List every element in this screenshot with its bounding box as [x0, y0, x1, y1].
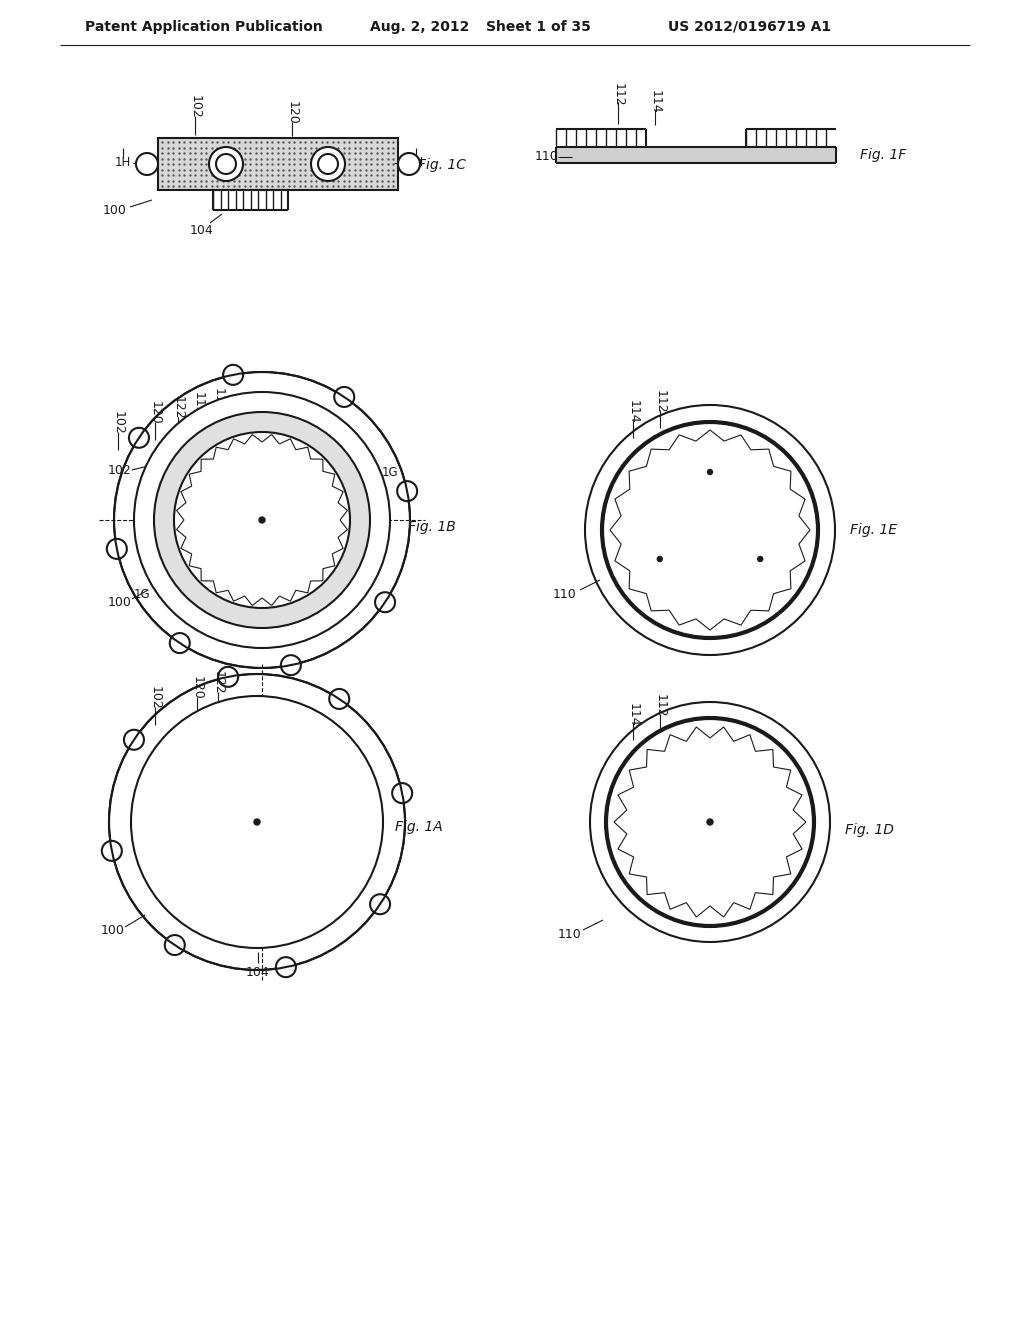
Text: 102: 102: [109, 463, 132, 477]
Text: Fig. 1E: Fig. 1E: [850, 523, 897, 537]
Circle shape: [254, 818, 260, 825]
Circle shape: [209, 147, 243, 181]
Polygon shape: [219, 784, 295, 861]
Bar: [556, 147, 836, 162]
Circle shape: [281, 655, 301, 675]
Text: 110: 110: [535, 150, 559, 164]
Bar: [158, 139, 398, 190]
Circle shape: [318, 154, 338, 174]
Circle shape: [370, 894, 390, 915]
Circle shape: [114, 372, 410, 668]
Circle shape: [375, 593, 395, 612]
Polygon shape: [681, 444, 739, 502]
Circle shape: [106, 539, 127, 558]
Text: 104: 104: [190, 223, 214, 236]
Circle shape: [218, 667, 239, 686]
Text: 1H: 1H: [115, 157, 131, 169]
Text: 114: 114: [627, 400, 640, 424]
Text: 112: 112: [611, 83, 625, 107]
Text: 1G: 1G: [382, 466, 398, 479]
Polygon shape: [630, 531, 689, 589]
Circle shape: [174, 432, 350, 609]
Text: 112: 112: [191, 392, 205, 416]
Circle shape: [392, 783, 412, 803]
Circle shape: [109, 675, 406, 970]
Circle shape: [707, 818, 713, 825]
Circle shape: [606, 718, 814, 927]
Polygon shape: [610, 430, 810, 630]
Text: Fig. 1D: Fig. 1D: [845, 822, 894, 837]
Text: 1G: 1G: [133, 587, 150, 601]
Polygon shape: [631, 743, 790, 902]
Circle shape: [585, 405, 835, 655]
Text: Patent Application Publication: Patent Application Publication: [85, 20, 323, 34]
Circle shape: [708, 470, 713, 474]
Circle shape: [590, 702, 830, 942]
Text: 122: 122: [212, 671, 224, 694]
Text: 120: 120: [148, 401, 162, 425]
Text: Fig. 1F: Fig. 1F: [860, 148, 906, 162]
Text: 120: 120: [286, 102, 299, 125]
Text: 102: 102: [148, 686, 162, 710]
Circle shape: [259, 517, 265, 523]
Circle shape: [758, 557, 763, 561]
Circle shape: [602, 422, 818, 638]
Text: 114: 114: [212, 388, 224, 412]
Text: Aug. 2, 2012: Aug. 2, 2012: [370, 20, 469, 34]
Circle shape: [154, 412, 370, 628]
Text: 110: 110: [553, 589, 577, 602]
Circle shape: [311, 147, 345, 181]
Text: 100: 100: [101, 924, 125, 936]
Circle shape: [216, 154, 236, 174]
Circle shape: [134, 392, 390, 648]
Circle shape: [657, 557, 663, 561]
Text: 104: 104: [246, 965, 270, 978]
Text: 114: 114: [648, 90, 662, 114]
Text: US 2012/0196719 A1: US 2012/0196719 A1: [668, 20, 831, 34]
Text: 102: 102: [112, 411, 125, 434]
Text: 100: 100: [103, 203, 127, 216]
Circle shape: [170, 634, 189, 653]
Text: 102: 102: [188, 95, 202, 119]
Text: Fig. 1C: Fig. 1C: [418, 158, 466, 172]
Circle shape: [398, 153, 420, 176]
Text: Fig. 1A: Fig. 1A: [395, 820, 442, 834]
Polygon shape: [614, 727, 806, 917]
Circle shape: [124, 730, 144, 750]
Circle shape: [131, 696, 383, 948]
Circle shape: [101, 841, 122, 861]
Circle shape: [165, 935, 184, 956]
Circle shape: [330, 689, 349, 709]
Circle shape: [334, 387, 354, 407]
Circle shape: [129, 428, 148, 447]
Text: 100: 100: [109, 595, 132, 609]
Text: 114: 114: [627, 704, 640, 727]
Text: Fig. 1B: Fig. 1B: [408, 520, 456, 535]
Bar: [158, 139, 398, 190]
Text: 1H: 1H: [408, 157, 424, 169]
Text: 116: 116: [226, 607, 250, 620]
Text: 112: 112: [653, 694, 667, 718]
Circle shape: [223, 364, 243, 385]
Circle shape: [397, 480, 417, 502]
Text: 122: 122: [171, 396, 184, 420]
Text: 112: 112: [653, 391, 667, 413]
Circle shape: [275, 957, 296, 977]
Polygon shape: [176, 434, 347, 606]
Circle shape: [136, 153, 158, 176]
Polygon shape: [731, 531, 790, 589]
Text: Sheet 1 of 35: Sheet 1 of 35: [486, 20, 591, 34]
Text: 120: 120: [190, 676, 204, 700]
Polygon shape: [222, 480, 302, 560]
Text: 110: 110: [558, 928, 582, 941]
